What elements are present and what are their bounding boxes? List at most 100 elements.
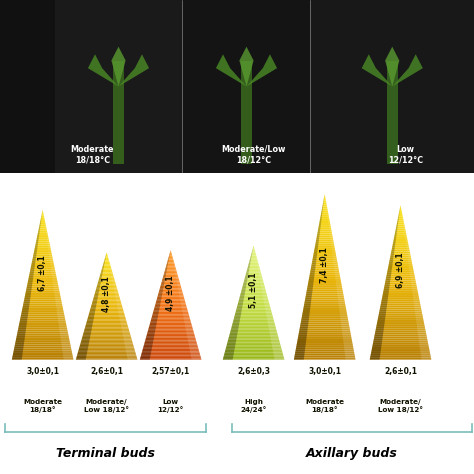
Text: Moderate/
Low 18/12°: Moderate/ Low 18/12° bbox=[378, 399, 423, 413]
Polygon shape bbox=[24, 300, 30, 301]
Polygon shape bbox=[246, 273, 249, 274]
Polygon shape bbox=[40, 219, 45, 221]
Polygon shape bbox=[29, 272, 34, 273]
Polygon shape bbox=[116, 298, 120, 299]
Polygon shape bbox=[19, 320, 66, 322]
Polygon shape bbox=[411, 286, 417, 288]
Polygon shape bbox=[385, 283, 416, 284]
Polygon shape bbox=[251, 255, 257, 257]
Polygon shape bbox=[21, 313, 28, 315]
Polygon shape bbox=[226, 346, 235, 347]
Polygon shape bbox=[79, 346, 134, 347]
Polygon shape bbox=[124, 342, 133, 344]
Polygon shape bbox=[301, 318, 309, 320]
Polygon shape bbox=[39, 223, 46, 225]
Polygon shape bbox=[175, 273, 178, 274]
Polygon shape bbox=[23, 305, 63, 307]
Polygon shape bbox=[26, 288, 59, 290]
Polygon shape bbox=[191, 354, 201, 356]
Polygon shape bbox=[226, 348, 282, 350]
Polygon shape bbox=[118, 313, 124, 314]
Polygon shape bbox=[52, 277, 57, 279]
Polygon shape bbox=[313, 252, 318, 254]
Polygon shape bbox=[154, 309, 188, 310]
Polygon shape bbox=[111, 276, 114, 278]
Polygon shape bbox=[188, 342, 197, 343]
Polygon shape bbox=[244, 281, 264, 283]
Polygon shape bbox=[187, 337, 196, 339]
Polygon shape bbox=[316, 239, 319, 242]
Polygon shape bbox=[184, 321, 191, 323]
Polygon shape bbox=[30, 268, 35, 270]
Polygon shape bbox=[23, 301, 30, 303]
Polygon shape bbox=[305, 300, 311, 301]
Polygon shape bbox=[159, 291, 182, 292]
Polygon shape bbox=[296, 347, 354, 349]
Polygon shape bbox=[409, 269, 414, 271]
Polygon shape bbox=[372, 346, 429, 348]
Polygon shape bbox=[375, 329, 384, 331]
Polygon shape bbox=[14, 346, 24, 348]
Polygon shape bbox=[235, 312, 241, 314]
Polygon shape bbox=[344, 347, 354, 349]
Polygon shape bbox=[342, 328, 350, 331]
Polygon shape bbox=[268, 325, 275, 327]
Polygon shape bbox=[95, 291, 99, 292]
Polygon shape bbox=[36, 238, 39, 240]
Polygon shape bbox=[417, 323, 424, 325]
Polygon shape bbox=[226, 347, 235, 348]
Polygon shape bbox=[177, 283, 180, 284]
Polygon shape bbox=[108, 259, 109, 260]
Polygon shape bbox=[385, 283, 390, 284]
Polygon shape bbox=[149, 324, 192, 325]
Polygon shape bbox=[415, 310, 422, 311]
Polygon shape bbox=[84, 329, 129, 330]
Polygon shape bbox=[330, 239, 334, 242]
Polygon shape bbox=[330, 237, 333, 239]
Polygon shape bbox=[304, 301, 345, 304]
Polygon shape bbox=[252, 251, 255, 253]
Polygon shape bbox=[155, 302, 186, 303]
Polygon shape bbox=[23, 303, 29, 305]
Polygon shape bbox=[126, 352, 136, 353]
Polygon shape bbox=[383, 294, 419, 296]
Polygon shape bbox=[231, 327, 276, 328]
Polygon shape bbox=[344, 345, 353, 347]
Polygon shape bbox=[151, 317, 158, 319]
Polygon shape bbox=[113, 284, 116, 286]
Polygon shape bbox=[58, 319, 65, 320]
Polygon shape bbox=[241, 290, 246, 291]
Polygon shape bbox=[223, 357, 284, 358]
Polygon shape bbox=[257, 264, 259, 265]
Polygon shape bbox=[303, 308, 346, 310]
Polygon shape bbox=[399, 213, 402, 215]
Polygon shape bbox=[419, 342, 428, 344]
Polygon shape bbox=[141, 354, 151, 356]
Polygon shape bbox=[149, 325, 156, 327]
Polygon shape bbox=[28, 277, 33, 279]
Polygon shape bbox=[93, 299, 120, 301]
Polygon shape bbox=[419, 344, 428, 346]
Polygon shape bbox=[169, 254, 172, 255]
Polygon shape bbox=[106, 255, 108, 256]
Polygon shape bbox=[190, 349, 199, 350]
Polygon shape bbox=[299, 328, 308, 331]
Polygon shape bbox=[374, 338, 428, 340]
Polygon shape bbox=[393, 240, 396, 242]
Polygon shape bbox=[141, 356, 150, 357]
Polygon shape bbox=[394, 234, 407, 236]
Polygon shape bbox=[260, 281, 264, 283]
Polygon shape bbox=[415, 311, 422, 313]
Polygon shape bbox=[309, 277, 314, 279]
Polygon shape bbox=[97, 286, 100, 287]
Polygon shape bbox=[81, 341, 132, 342]
Polygon shape bbox=[242, 288, 265, 290]
Polygon shape bbox=[159, 291, 163, 292]
Polygon shape bbox=[79, 349, 88, 350]
Polygon shape bbox=[337, 289, 343, 292]
Polygon shape bbox=[83, 334, 91, 336]
Polygon shape bbox=[115, 297, 120, 298]
Polygon shape bbox=[25, 294, 60, 296]
Polygon shape bbox=[370, 356, 431, 358]
Polygon shape bbox=[400, 209, 401, 211]
